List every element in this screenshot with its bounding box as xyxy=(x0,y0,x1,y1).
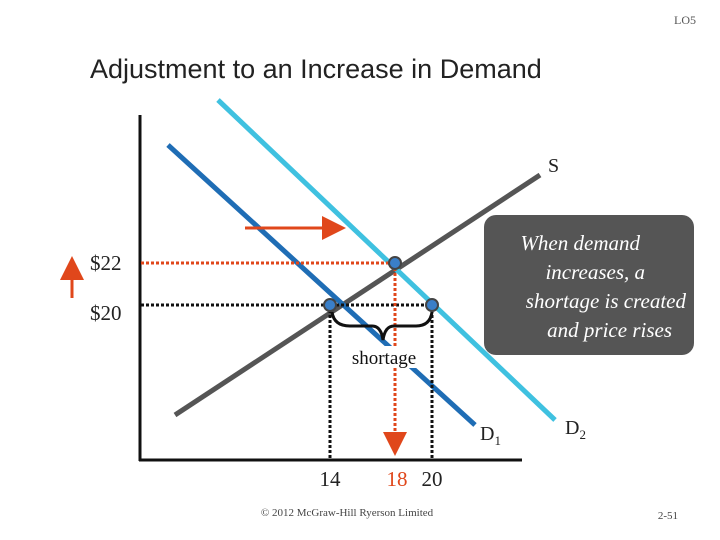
callout-text: When demand increases, a shortage is cre… xyxy=(520,231,686,342)
shortage-brace xyxy=(330,311,434,341)
demand2-label: D2 xyxy=(565,417,586,442)
page-number: 2-51 xyxy=(658,510,678,522)
new-equilibrium-point xyxy=(388,256,402,270)
quantity-label: 20 xyxy=(422,467,443,491)
callout-line: shortage is created xyxy=(526,289,687,313)
quantity-label: 14 xyxy=(320,467,342,491)
shortage-label: shortage xyxy=(352,348,416,369)
demand1-sub: 1 xyxy=(494,433,501,448)
price-label: $20 xyxy=(90,301,122,325)
shortage-label-bg xyxy=(348,346,420,368)
slide-code: LO5 xyxy=(674,13,696,27)
copyright: © 2012 McGraw-Hill Ryerson Limited xyxy=(261,507,434,519)
demand-curve-1 xyxy=(166,143,477,427)
demand1-letter: D xyxy=(480,423,494,445)
callout-line: increases, a xyxy=(545,260,645,284)
demand1-label: D1 xyxy=(480,423,501,448)
callout-box xyxy=(484,215,694,355)
equilibrium-point xyxy=(323,298,337,312)
demand2-sub: 2 xyxy=(579,427,586,442)
slide-title: Adjustment to an Increase in Demand xyxy=(90,54,542,84)
price-label: $22 xyxy=(90,251,122,275)
callout-line: When demand xyxy=(520,231,640,255)
demand2-letter: D xyxy=(565,417,579,439)
demand-curve-2 xyxy=(216,98,557,422)
demand-point xyxy=(425,298,439,312)
supply-curve xyxy=(173,172,542,418)
supply-label: S xyxy=(548,155,559,177)
callout-line: and price rises xyxy=(547,318,672,342)
quantity-label: 18 xyxy=(387,467,408,491)
